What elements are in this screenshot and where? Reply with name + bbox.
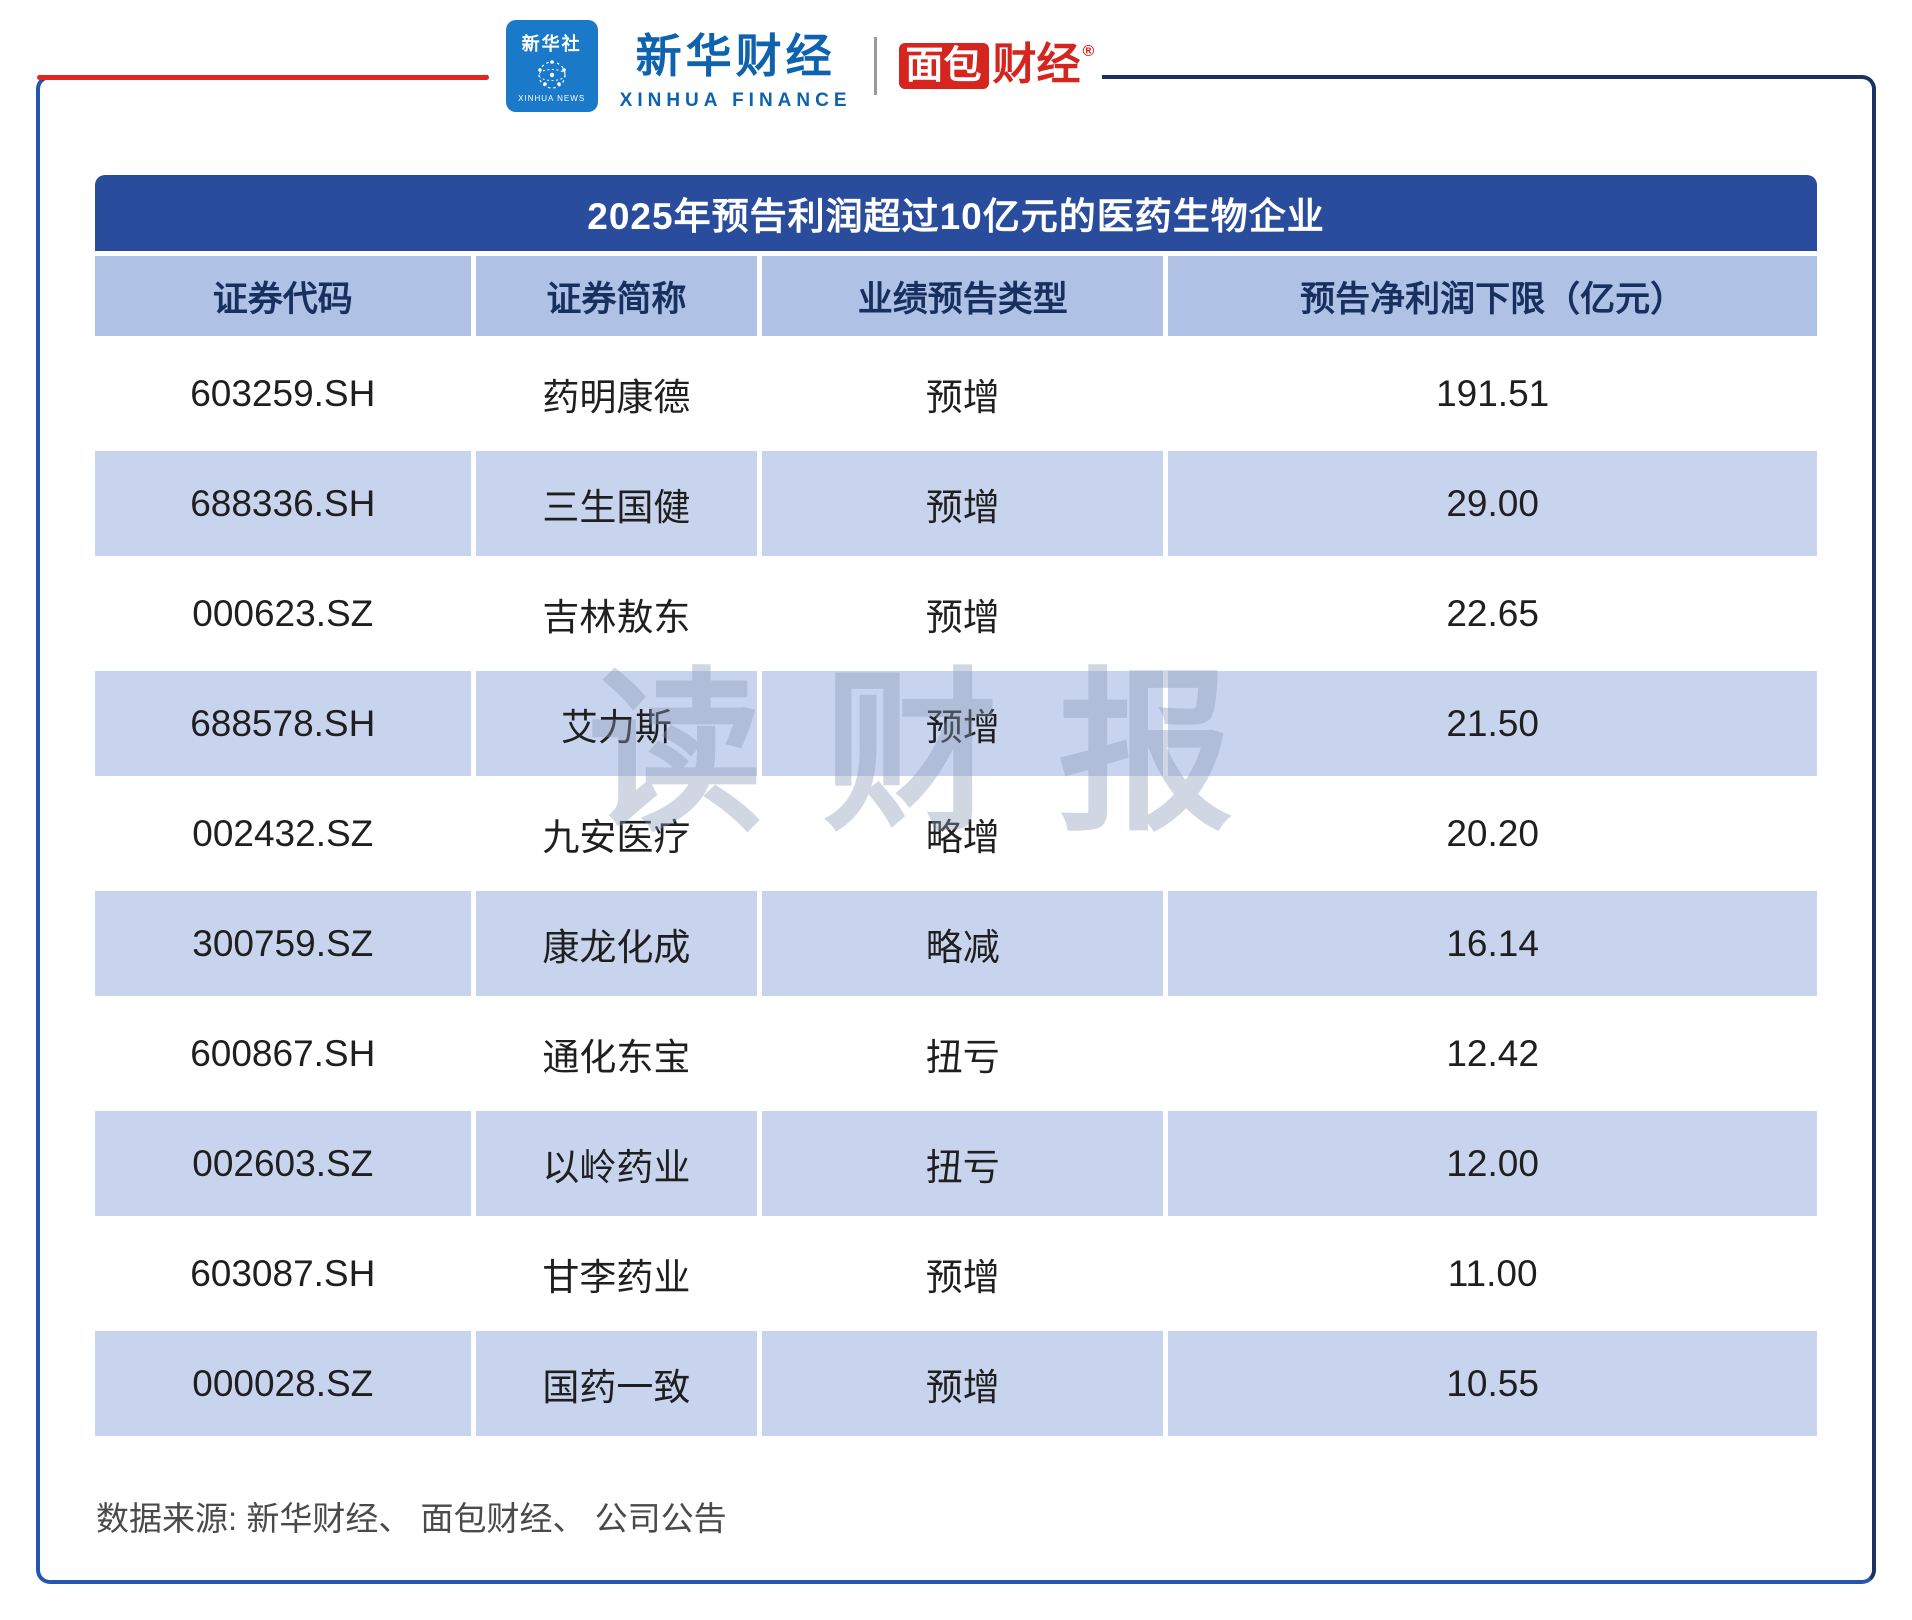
cell-name: 通化东宝 xyxy=(475,1001,758,1106)
cell-code: 603259.SH xyxy=(95,341,471,446)
top-line-red xyxy=(37,75,489,80)
cell-forecast-type: 预增 xyxy=(762,671,1164,776)
cell-profit-floor: 29.00 xyxy=(1168,451,1817,556)
cell-code: 688578.SH xyxy=(95,671,471,776)
cell-profit-floor: 21.50 xyxy=(1168,671,1817,776)
cell-forecast-type: 扭亏 xyxy=(762,1111,1164,1216)
logo-divider xyxy=(873,37,877,95)
bread-finance-box: 面包 xyxy=(898,43,989,89)
xinhua-finance-sub: XINHUA FINANCE xyxy=(619,90,852,111)
cell-name: 艾力斯 xyxy=(475,671,758,776)
column-header: 业绩预告类型 xyxy=(762,256,1164,336)
cell-name: 九安医疗 xyxy=(475,781,758,886)
table-row: 000028.SZ 国药一致 预增 10.55 xyxy=(95,1331,1817,1436)
cell-forecast-type: 扭亏 xyxy=(762,1001,1164,1106)
cell-profit-floor: 22.65 xyxy=(1168,561,1817,666)
cell-forecast-type: 略增 xyxy=(762,781,1164,886)
cell-name: 吉林敖东 xyxy=(475,561,758,666)
bread-finance-rest: 财经 xyxy=(992,40,1081,89)
registered-mark: ® xyxy=(1082,43,1095,60)
column-header: 证券简称 xyxy=(475,256,758,336)
xinhua-finance-name: 新华财经 xyxy=(635,30,836,82)
cell-profit-floor: 191.51 xyxy=(1168,341,1817,446)
table-row: 300759.SZ 康龙化成 略减 16.14 xyxy=(95,891,1817,996)
cell-forecast-type: 预增 xyxy=(762,451,1164,556)
cell-forecast-type: 略减 xyxy=(762,891,1164,996)
cell-profit-floor: 10.55 xyxy=(1168,1331,1817,1436)
cell-profit-floor: 12.00 xyxy=(1168,1111,1817,1216)
data-source: 数据来源: 新华财经、 面包财经、 公司公告 xyxy=(96,1500,727,1537)
cell-code: 002432.SZ xyxy=(95,781,471,886)
column-header: 预告净利润下限（亿元） xyxy=(1168,256,1817,336)
cell-name: 国药一致 xyxy=(475,1331,758,1436)
cell-forecast-type: 预增 xyxy=(762,1331,1164,1436)
data-table: 证券代码 证券简称 业绩预告类型 预告净利润下限（亿元） 603259.SH 药明康德预… xyxy=(90,251,1822,1441)
watermark: 读财报 xyxy=(588,657,1293,852)
cell-code: 603087.SH xyxy=(95,1221,471,1326)
cell-name: 三生国健 xyxy=(475,451,758,556)
cell-forecast-type: 预增 xyxy=(762,341,1164,446)
cell-profit-floor: 12.42 xyxy=(1168,1001,1817,1106)
cell-code: 300759.SZ xyxy=(95,891,471,996)
cell-profit-floor: 20.20 xyxy=(1168,781,1817,886)
table-row: 600867.SH 通化东宝 扭亏 12.42 xyxy=(95,1001,1817,1106)
table-row: 002432.SZ 九安医疗 略增 20.20 xyxy=(95,781,1817,886)
cell-code: 600867.SH xyxy=(95,1001,471,1106)
xinhua-news-logo: 新华社 XINHUA NEWS xyxy=(505,20,598,112)
table-row: 002603.SZ 以岭药业 扭亏 12.00 xyxy=(95,1111,1817,1216)
table-row: 603087.SH 甘李药业 预增 11.00 xyxy=(95,1221,1817,1326)
cell-profit-floor: 11.00 xyxy=(1168,1221,1817,1326)
header-logos: 新华社 XINHUA NEWS 新华财经 XINHUA FINANCE 面包 财… xyxy=(495,14,1105,118)
network-globe-icon xyxy=(537,59,566,89)
cell-forecast-type: 预增 xyxy=(762,1221,1164,1326)
cell-name: 以岭药业 xyxy=(475,1111,758,1216)
xinhua-news-sub: XINHUA NEWS xyxy=(518,93,586,103)
table-row: 688578.SH 艾力斯 预增 21.50 xyxy=(95,671,1817,776)
bread-finance-logo: 面包 财经 ® xyxy=(898,40,1095,89)
xinhua-finance-logo: 新华财经 XINHUA FINANCE xyxy=(620,20,852,112)
cell-code: 000028.SZ xyxy=(95,1331,471,1436)
table-body: 603259.SH 药明康德 预增 191.51 688336.SH 三生国健 预增 29.0… xyxy=(95,341,1817,1436)
table-row: 688336.SH 三生国健 预增 29.00 xyxy=(95,451,1817,556)
cell-code: 000623.SZ xyxy=(95,561,471,666)
cell-code: 688336.SH xyxy=(95,451,471,556)
cell-name: 康龙化成 xyxy=(475,891,758,996)
cell-name: 甘李药业 xyxy=(475,1221,758,1326)
table-title: 2025年预告利润超过10亿元的医药生物企业 xyxy=(95,175,1817,251)
header-row: 证券代码 证券简称 业绩预告类型 预告净利润下限（亿元） xyxy=(95,256,1817,336)
cell-forecast-type: 预增 xyxy=(762,561,1164,666)
xinhua-news-name: 新华社 xyxy=(521,33,582,54)
table-container: 2025年预告利润超过10亿元的医药生物企业 证券代码 证券简称 业绩预告类型 预告净… xyxy=(95,175,1817,1441)
column-header: 证券代码 xyxy=(95,256,471,336)
cell-name: 药明康德 xyxy=(475,341,758,446)
cell-code: 002603.SZ xyxy=(95,1111,471,1216)
cell-profit-floor: 16.14 xyxy=(1168,891,1817,996)
table-row: 603259.SH 药明康德 预增 191.51 xyxy=(95,341,1817,446)
table-row: 000623.SZ 吉林敖东 预增 22.65 xyxy=(95,561,1817,666)
